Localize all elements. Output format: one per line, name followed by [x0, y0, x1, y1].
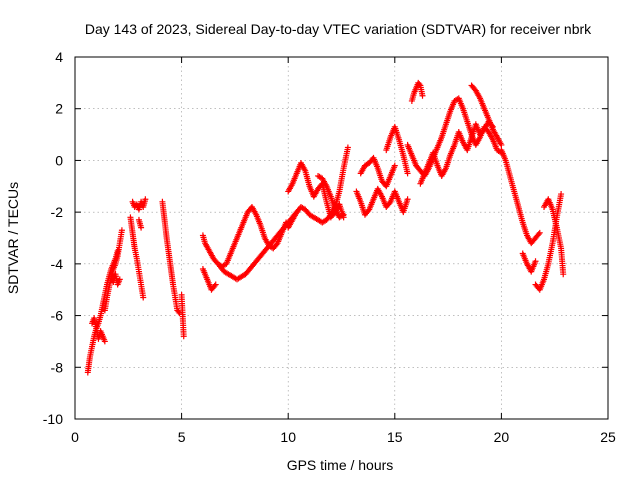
y-tick-label: -10 — [43, 411, 63, 427]
tick-labels: 0 5 10 15 20 25 -10 -8 -6 -4 -2 0 2 4 — [43, 49, 616, 445]
data-points — [84, 79, 567, 376]
data-point — [404, 196, 411, 203]
y-tick-label: 0 — [55, 152, 63, 168]
y-tick-label: 4 — [55, 49, 63, 65]
series-s16 — [353, 185, 411, 218]
data-point — [138, 224, 145, 231]
x-tick-label: 25 — [600, 429, 616, 445]
data-point — [416, 81, 423, 88]
series-s23 — [498, 147, 543, 247]
data-point — [116, 276, 123, 283]
data-point — [175, 308, 182, 315]
chart-title: Day 143 of 2023, Sidereal Day-to-day VTE… — [85, 21, 592, 37]
data-point — [560, 271, 567, 278]
series-s22 — [468, 82, 505, 148]
data-point — [365, 207, 372, 214]
data-point — [536, 229, 543, 236]
series-s8 — [159, 198, 183, 316]
series-s14 — [285, 144, 351, 231]
x-tick-label: 15 — [387, 429, 403, 445]
series-s11 — [199, 266, 219, 293]
series-s4 — [108, 271, 123, 288]
data-point — [180, 333, 187, 340]
x-tick-label: 10 — [280, 429, 296, 445]
x-tick-label: 0 — [71, 429, 79, 445]
series-s19 — [408, 79, 426, 104]
data-point — [212, 281, 219, 288]
series-s24 — [519, 250, 539, 275]
plot-frame — [74, 56, 609, 420]
series-s15 — [315, 172, 347, 221]
y-tick-label: -4 — [51, 256, 64, 272]
data-point — [101, 338, 108, 345]
x-tick-label: 5 — [178, 429, 186, 445]
series-s17 — [357, 154, 398, 190]
y-axis-label: SDTVAR / TECUs — [5, 182, 21, 294]
data-point — [344, 144, 351, 151]
data-point — [118, 227, 125, 234]
x-tick-label: 20 — [494, 429, 510, 445]
data-point — [142, 196, 149, 203]
y-tick-label: -8 — [51, 359, 64, 375]
data-point — [211, 282, 218, 289]
y-tick-label: -6 — [51, 308, 64, 324]
data-point — [558, 191, 565, 198]
data-point — [404, 170, 411, 177]
series-s9 — [178, 291, 187, 340]
data-point — [532, 258, 539, 265]
series-s2 — [89, 315, 108, 345]
series-s5 — [127, 214, 147, 301]
data-point — [498, 141, 505, 148]
data-point — [340, 211, 347, 218]
series-s3 — [101, 227, 125, 314]
data-point — [140, 294, 147, 301]
series-s6 — [129, 196, 149, 213]
y-tick-label: 2 — [55, 101, 63, 117]
series-s7 — [135, 216, 145, 231]
data-point — [535, 231, 542, 238]
series-s18 — [383, 123, 411, 177]
y-tick-label: -2 — [51, 204, 64, 220]
data-point — [176, 309, 183, 316]
data-point — [391, 162, 398, 169]
data-point — [419, 92, 426, 99]
x-axis-label: GPS time / hours — [287, 457, 394, 473]
data-point — [386, 200, 393, 207]
series-s26 — [541, 196, 567, 278]
data-point — [273, 241, 280, 248]
